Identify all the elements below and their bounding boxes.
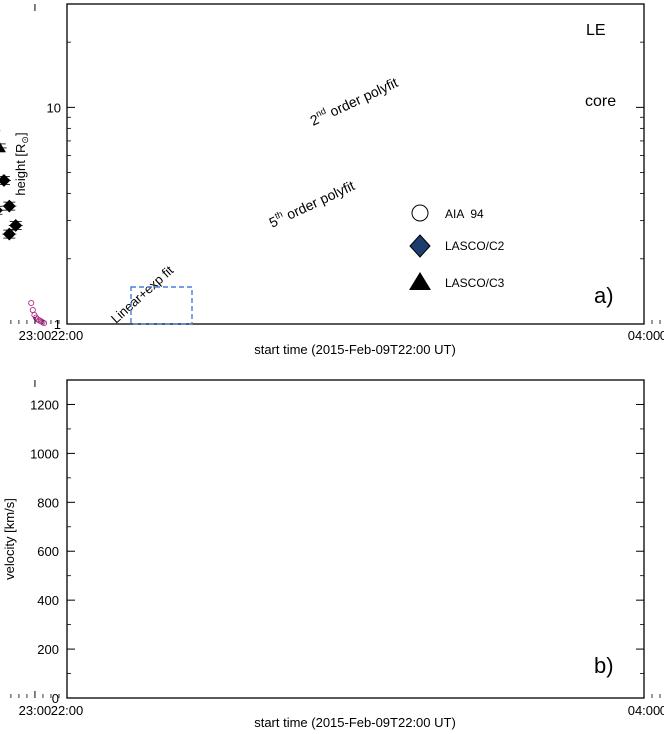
panel-a-frame bbox=[66, 3, 645, 325]
a-xtick-label-1: 23:00 bbox=[19, 328, 52, 343]
panel-a-ylabel: height [R⊙] bbox=[13, 132, 30, 195]
a-xtick-label-5: 03:00 bbox=[660, 328, 664, 343]
point-aia-94-7 bbox=[29, 306, 36, 314]
b-ytick-label-2: 400 bbox=[37, 593, 59, 608]
b-ytick-label-3: 600 bbox=[37, 544, 59, 559]
b-ytick-label-1: 200 bbox=[37, 642, 59, 657]
legend: AIA 94 LASCO/C2 LASCO/C3 bbox=[409, 204, 505, 290]
annotation-core: core bbox=[585, 93, 616, 110]
panel-a-yticks: 1 10 bbox=[47, 3, 644, 332]
b-xtick-label-1: 23:00 bbox=[19, 703, 52, 718]
point-lasco-c2-2 bbox=[2, 227, 16, 241]
legend-entry-aia: AIA 94 bbox=[445, 207, 484, 221]
zoom-box bbox=[130, 286, 193, 325]
b-xtick-label-5: 03:00 bbox=[660, 703, 664, 718]
panel-a-label: a) bbox=[594, 283, 614, 308]
a-ytick-label-0: 1 bbox=[54, 317, 61, 332]
point-aia-94-8 bbox=[28, 299, 35, 307]
point-lasco-c2-4 bbox=[0, 207, 3, 214]
annotation-5th-order-polyfit: 5th order polyfit bbox=[266, 176, 357, 230]
a-xtick-label-6: 04:00 bbox=[628, 328, 661, 343]
b-ytick-label-0: 0 bbox=[52, 691, 59, 706]
point-lasco-c2-3 bbox=[0, 173, 11, 187]
panel-a-marks bbox=[0, 130, 48, 327]
panel-a-xlabel: start time (2015-Feb-09T22:00 UT) bbox=[254, 342, 456, 357]
annotation-le: LE bbox=[586, 22, 606, 39]
panel-b-label: b) bbox=[594, 653, 614, 678]
b-xtick-label-0: 22:00 bbox=[51, 703, 84, 718]
annotation-2nd-order-polyfit: 2nd order polyfit bbox=[307, 73, 400, 129]
a-xtick-label-0: 22:00 bbox=[51, 328, 84, 343]
b-ytick-label-5: 1000 bbox=[30, 446, 59, 461]
panel-b-frame bbox=[66, 379, 645, 699]
b-xtick-label-6: 04:00 bbox=[628, 703, 661, 718]
point-lasco-c2-0 bbox=[9, 219, 23, 232]
point-lasco-c2-1 bbox=[2, 199, 16, 213]
velocity-line-0 bbox=[0, 398, 28, 431]
legend-marker-circle bbox=[411, 204, 429, 222]
legend-entry-lasco-c2: LASCO/C2 bbox=[445, 239, 505, 253]
legend-marker-triangle bbox=[409, 272, 431, 290]
legend-entry-lasco-c3: LASCO/C3 bbox=[445, 276, 505, 290]
legend-marker-diamond bbox=[409, 234, 431, 258]
panel-b-ylabel: velocity [km/s] bbox=[2, 498, 17, 580]
b-ytick-label-6: 1200 bbox=[30, 397, 59, 412]
annotation-linear-exp-fit: Linear+exp fit bbox=[108, 262, 177, 326]
panel-b-yticks: 0 200 400 600 800 1000 1200 bbox=[30, 397, 644, 706]
b-ytick-label-4: 800 bbox=[37, 495, 59, 510]
panel-b-xlabel: start time (2015-Feb-09T22:00 UT) bbox=[254, 715, 456, 730]
point-lasco-c3-0 bbox=[0, 142, 6, 152]
a-ytick-label-1: 10 bbox=[47, 100, 61, 115]
